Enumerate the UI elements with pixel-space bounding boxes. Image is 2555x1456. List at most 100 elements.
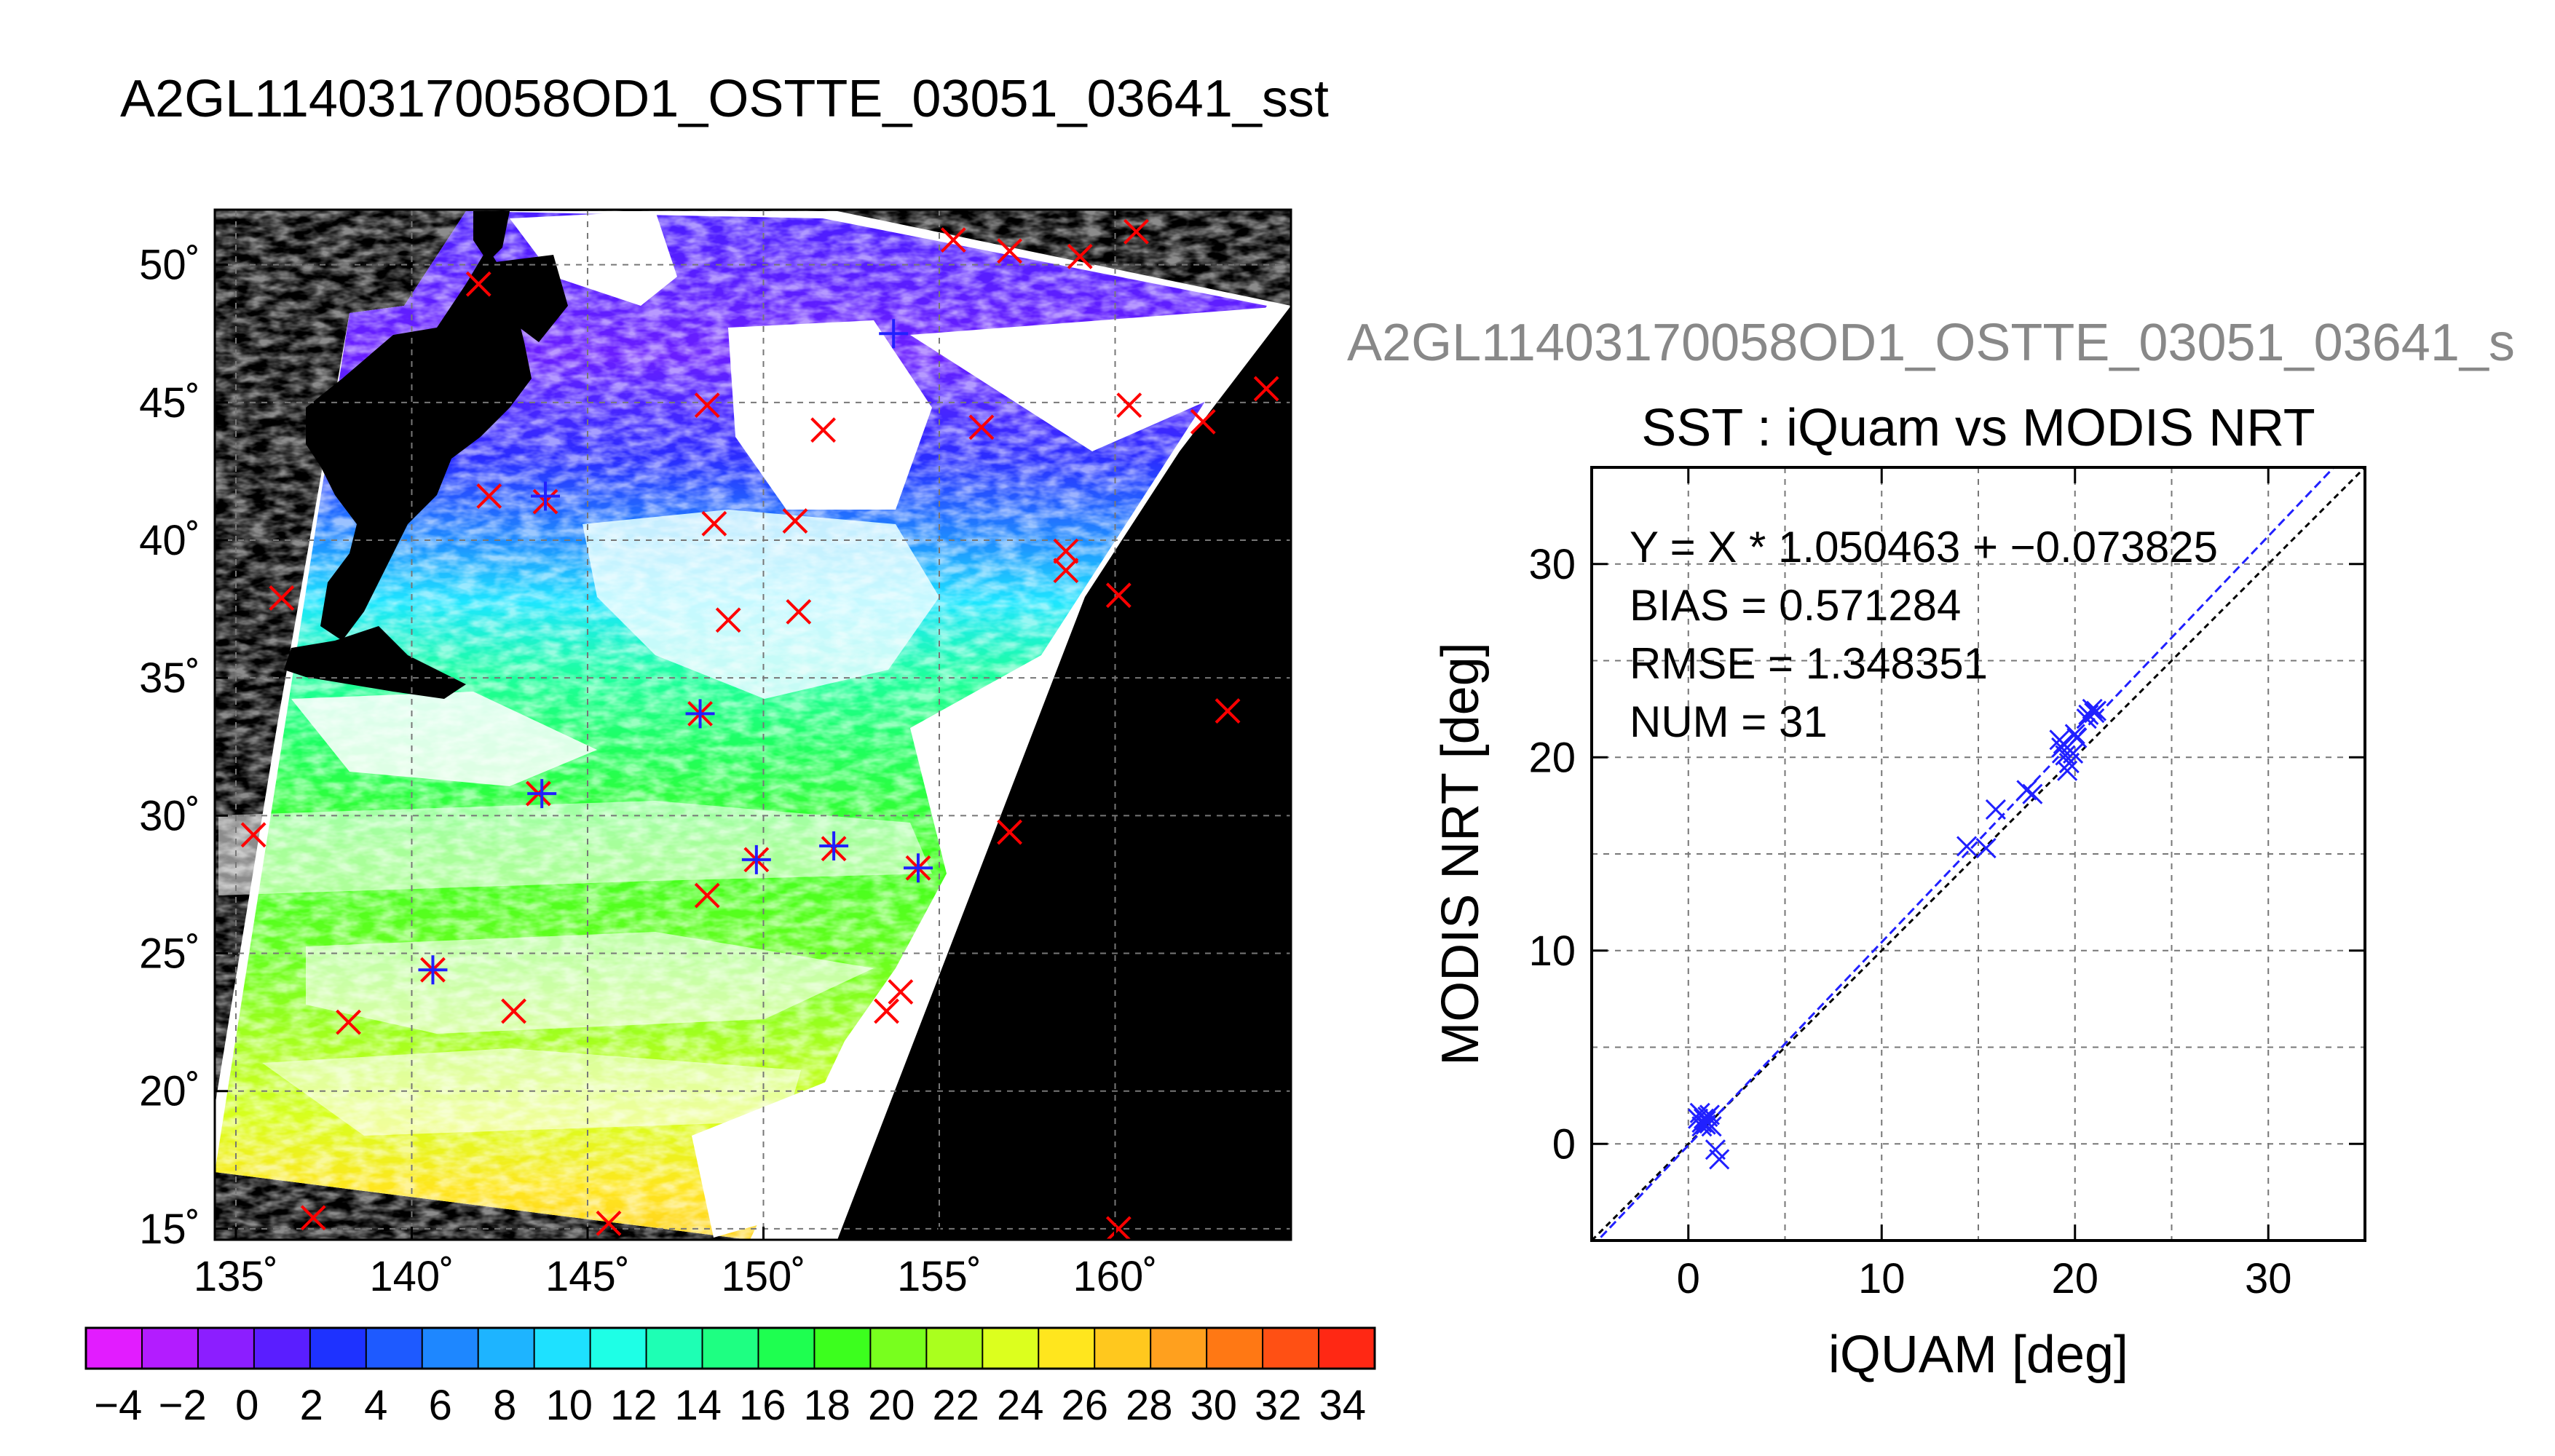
- scatter-tick-labels: 0 10 20 30 0 10 20 30: [1528, 467, 2365, 1302]
- buoy-marker-x: [1105, 582, 1132, 609]
- colorbar-swatch: [86, 1328, 143, 1369]
- scatter-point: [1956, 836, 1978, 857]
- matchup-marker-plus: [531, 481, 561, 511]
- colorbar-tick-label: 26: [1061, 1382, 1108, 1429]
- colorbar-tick-label: −2: [159, 1382, 207, 1429]
- map-x-tick-label: 155˚: [897, 1253, 982, 1300]
- colorbar-tick-label: 6: [429, 1382, 452, 1429]
- sst-map: 135˚ 140˚ 145˚ 150˚ 155˚ 160˚ 15˚ 20˚ 25˚ 30˚ 35˚ 4…: [139, 208, 1292, 1300]
- rmse-text: RMSE = 1.348351: [1630, 639, 1988, 688]
- colorbar-swatch: [478, 1328, 535, 1369]
- buoy-marker-x: [694, 392, 720, 419]
- map-x-tick-label: 145˚: [545, 1253, 630, 1300]
- buoy-marker-x: [1215, 698, 1241, 724]
- scatter-point: [2085, 700, 2107, 721]
- colorbar: −4 −2 0 2 4 6 8 10 12 14 16 18 20 22 24 26 28 30 32 34: [84, 1326, 1376, 1429]
- colorbar-tick-label: 16: [739, 1382, 786, 1429]
- matchup-marker-plus: [741, 844, 771, 874]
- buoy-marker-x: [997, 238, 1023, 264]
- land-kyushu: [284, 626, 466, 699]
- map-y-tick-label: 25˚: [139, 930, 200, 978]
- colorbar-tick-label: 8: [493, 1382, 516, 1429]
- fit-equation: Y = X * 1.050463 + −0.073825: [1630, 523, 2218, 571]
- matchup-marker-plus: [418, 955, 448, 985]
- colorbar-swatch: [422, 1328, 479, 1369]
- colorbar-swatch: [141, 1328, 199, 1369]
- buoy-marker-x: [1067, 243, 1093, 269]
- scatter-point: [2066, 727, 2088, 748]
- buoy-marker-x: [300, 1205, 326, 1231]
- map-y-tick-label: 35˚: [139, 654, 200, 702]
- colorbar-swatch: [758, 1328, 816, 1369]
- colorbar-swatch: [590, 1328, 647, 1369]
- land-sakhalin: [473, 211, 510, 262]
- colorbar-swatch: [366, 1328, 423, 1369]
- buoy-marker-x: [1124, 218, 1149, 245]
- map-grid: [215, 210, 1291, 1240]
- colorbar-tick-label: 4: [364, 1382, 387, 1429]
- colorbar-swatch: [702, 1328, 759, 1369]
- scatter-x-tick-label: 0: [1677, 1255, 1700, 1302]
- buoy-marker-x: [940, 227, 966, 253]
- matchup-marker-plus: [904, 853, 933, 883]
- matchup-marker-plus: [527, 779, 557, 809]
- colorbar-swatch: [1094, 1328, 1152, 1369]
- buoy-marker-x: [694, 882, 720, 909]
- map-markers: [240, 218, 1279, 1240]
- buoy-marker-x: [888, 979, 914, 1005]
- colorbar-swatch: [534, 1328, 591, 1369]
- colorbar-swatch: [309, 1328, 367, 1369]
- buoy-marker-x: [715, 607, 741, 633]
- map-frame: [213, 208, 1292, 1241]
- colorbar-tick-label: 28: [1126, 1382, 1173, 1429]
- colorbar-swatch: [870, 1328, 928, 1369]
- buoy-marker-x: [786, 598, 812, 625]
- scatter-point: [2057, 760, 2078, 781]
- map-y-tick-label: 15˚: [139, 1206, 200, 1253]
- map-tick-labels: 135˚ 140˚ 145˚ 150˚ 155˚ 160˚ 15˚ 20˚ 25˚ 30˚ 35˚ 4…: [139, 242, 1157, 1300]
- colorbar-frame: [84, 1326, 1376, 1370]
- colorbar-swatch: [982, 1328, 1040, 1369]
- scatter-title: SST : iQuam vs MODIS NRT: [1641, 399, 2315, 457]
- colorbar-swatch: [1150, 1328, 1208, 1369]
- buoy-marker-x: [782, 508, 808, 534]
- one-to-one-line: [1592, 467, 2365, 1241]
- colorbar-swatch: [1263, 1328, 1320, 1369]
- matchup-marker-plus: [879, 319, 909, 349]
- map-y-tick-label: 20˚: [139, 1068, 200, 1115]
- buoy-marker-x: [476, 483, 502, 509]
- scatter-y-tick-label: 0: [1552, 1120, 1576, 1168]
- colorbar-tick-label: 24: [997, 1382, 1044, 1429]
- buoy-marker-x: [269, 585, 295, 611]
- map-y-tick-label: 30˚: [139, 792, 200, 839]
- figure-title: A2GL11403170058OD1_OSTTE_03051_03641_sst: [120, 70, 1329, 128]
- colorbar-tick-label: 32: [1255, 1382, 1302, 1429]
- num-text: NUM = 31: [1630, 697, 1828, 746]
- scatter-points: [1687, 698, 2107, 1170]
- colorbar-tick-label: −4: [94, 1382, 142, 1429]
- no-data-region-right: [837, 306, 1291, 1240]
- scatter-point: [1975, 837, 1997, 859]
- map-x-tick-label: 150˚: [721, 1253, 805, 1300]
- colorbar-swatch: [1319, 1328, 1375, 1369]
- buoy-marker-x: [1253, 376, 1279, 402]
- scatter-annotations: Y = X * 1.050463 + −0.073825 BIAS = 0.57…: [1630, 523, 2218, 746]
- scatter-point: [2064, 724, 2085, 745]
- colorbar-tick-label: 22: [932, 1382, 979, 1429]
- colorbar-swatch: [253, 1328, 311, 1369]
- buoy-marker-x: [465, 271, 491, 297]
- scatter-x-tick-label: 30: [2245, 1255, 2292, 1302]
- map-x-tick-label: 140˚: [369, 1253, 454, 1300]
- buoy-marker-x: [596, 1210, 622, 1236]
- matchup-marker-plus: [685, 699, 715, 729]
- land-hokkaido: [495, 255, 568, 342]
- map-x-tick-label: 160˚: [1073, 1253, 1157, 1300]
- scatter-point: [2063, 743, 2084, 764]
- buoy-marker-x: [701, 510, 727, 537]
- colorbar-swatch: [814, 1328, 872, 1369]
- buoy-marker-x: [1190, 408, 1216, 435]
- scatter-point: [1687, 1108, 1709, 1129]
- buoy-marker-x: [1053, 538, 1079, 564]
- scatter-header: A2GL11403170058OD1_OSTTE_03051_03641_s: [1347, 314, 2515, 372]
